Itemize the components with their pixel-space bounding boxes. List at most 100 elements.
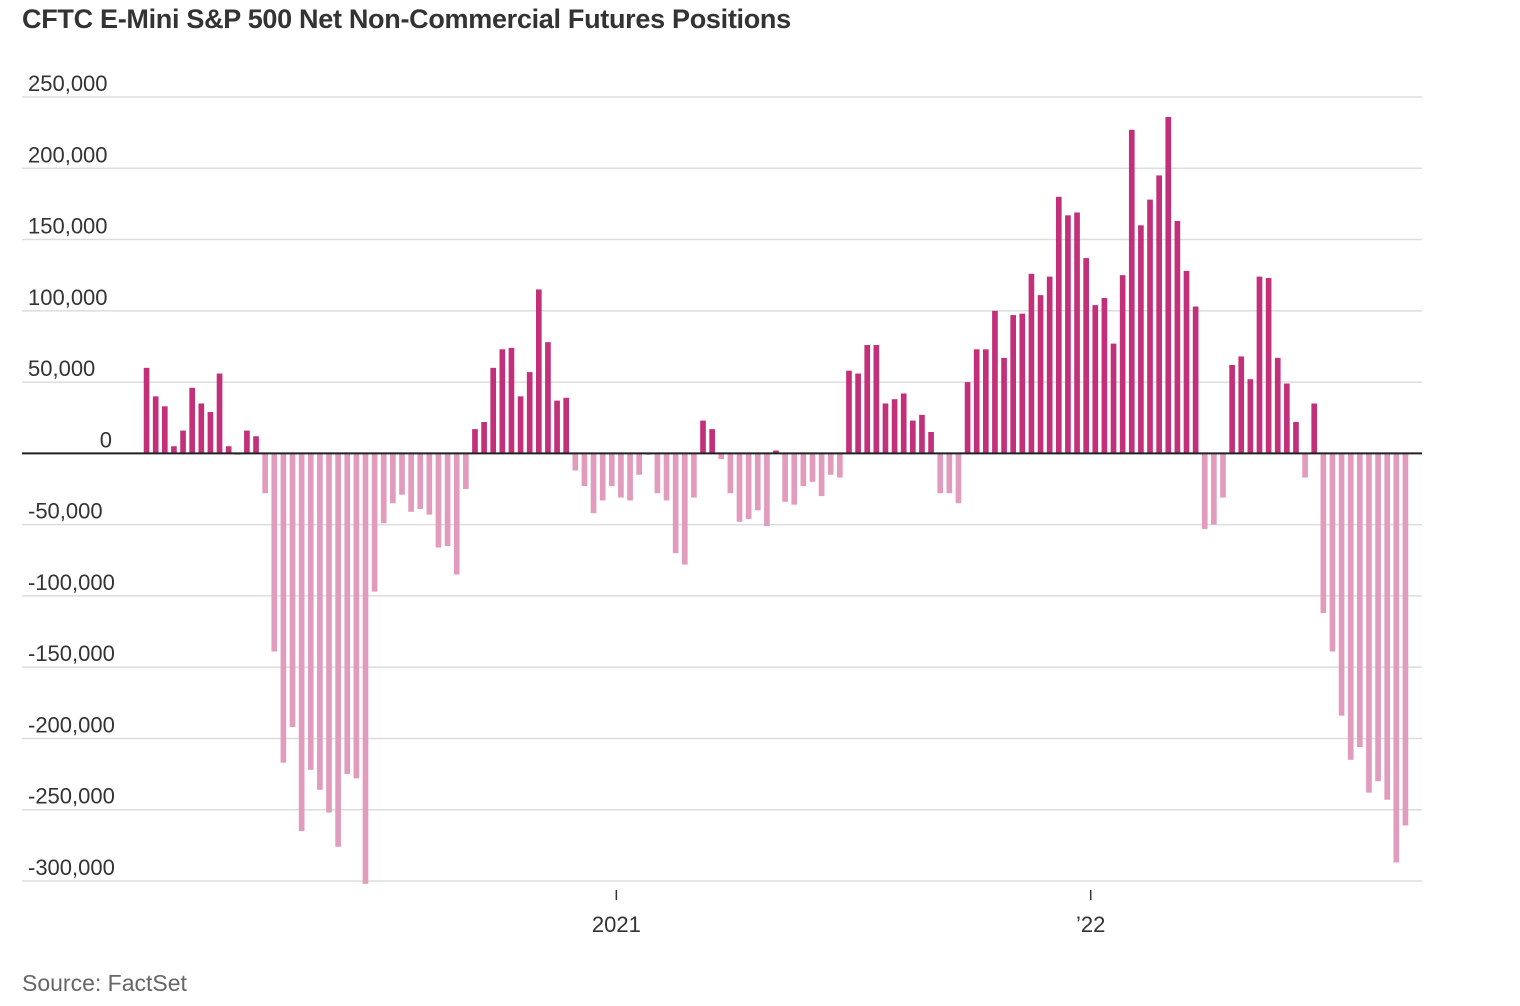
bar — [1293, 422, 1299, 454]
bar — [1028, 273, 1035, 454]
bar — [681, 453, 688, 565]
bar — [289, 453, 296, 728]
bar — [1165, 116, 1172, 454]
bar — [1001, 357, 1007, 454]
y-tick-label: 50,000 — [28, 356, 95, 381]
bar — [198, 403, 205, 454]
bar — [244, 430, 250, 454]
bar — [1110, 343, 1117, 454]
bar — [590, 453, 597, 514]
bar — [992, 310, 998, 454]
bar — [627, 453, 633, 501]
bar — [982, 349, 989, 454]
bar-chart: 250,000 200,000 150,000 100,000 50,000 0 -50,0… — [22, 71, 1422, 937]
bar — [910, 420, 916, 454]
bar — [700, 420, 706, 454]
bar — [526, 372, 533, 454]
bar — [545, 342, 551, 454]
bar — [855, 373, 861, 454]
bar — [499, 349, 506, 454]
bar — [1083, 258, 1089, 454]
bar — [307, 453, 314, 770]
bar — [581, 453, 588, 487]
bar — [353, 453, 360, 779]
x-axis: 2021 ’22 — [592, 890, 1105, 937]
bar — [900, 393, 907, 454]
bar — [1128, 129, 1135, 454]
bar — [271, 453, 278, 652]
bar — [1065, 215, 1071, 454]
bar — [1274, 357, 1281, 454]
bar — [435, 453, 442, 548]
bar — [1119, 275, 1126, 454]
bar — [1366, 453, 1372, 793]
bar — [764, 453, 770, 527]
bar — [225, 446, 232, 454]
bar — [563, 397, 570, 454]
bar — [736, 453, 743, 522]
bar — [1183, 270, 1190, 454]
chart-title: CFTC E-Mini S&P 500 Net Non-Commercial F… — [22, 4, 791, 34]
bar — [390, 453, 396, 504]
bar — [417, 453, 424, 509]
bar — [1055, 196, 1062, 454]
y-tick-label: 150,000 — [28, 214, 108, 239]
bar — [335, 453, 341, 847]
bar — [1174, 221, 1181, 454]
bar — [782, 453, 788, 502]
bar — [1138, 225, 1144, 454]
bar — [1384, 453, 1391, 800]
bar — [444, 453, 451, 547]
x-tick-label: ’22 — [1076, 912, 1105, 937]
bar — [280, 453, 287, 763]
bar — [535, 289, 542, 454]
bar — [891, 399, 898, 454]
bar — [1201, 453, 1208, 529]
bar — [317, 453, 323, 790]
bar — [873, 345, 880, 454]
x-tick-label: 2021 — [592, 912, 641, 937]
bar — [1229, 364, 1235, 454]
source-note: Source: FactSet — [22, 970, 187, 996]
bar — [326, 453, 332, 813]
bar — [1074, 212, 1080, 454]
bar — [1357, 453, 1363, 747]
y-tick-label: 100,000 — [28, 285, 108, 310]
bar — [1192, 306, 1199, 454]
bar — [827, 453, 834, 475]
bar — [152, 396, 159, 454]
bar — [481, 422, 487, 454]
y-tick-label: -50,000 — [28, 499, 103, 524]
gridlines — [22, 96, 1422, 882]
bar — [1101, 297, 1108, 454]
bar — [161, 406, 168, 454]
bar — [399, 453, 405, 495]
y-tick-label: 200,000 — [28, 142, 108, 167]
y-tick-label: 250,000 — [28, 71, 108, 96]
bar — [608, 453, 615, 487]
bar — [1238, 356, 1245, 454]
bar — [1037, 295, 1044, 454]
bar — [718, 453, 725, 460]
bar — [180, 430, 186, 454]
bar — [143, 367, 150, 454]
bar — [973, 349, 980, 454]
bar — [955, 453, 962, 504]
bar — [1375, 453, 1381, 782]
y-tick-label: -200,000 — [28, 712, 115, 737]
bar — [1320, 453, 1327, 614]
bar — [809, 453, 816, 482]
bar — [1211, 453, 1217, 525]
bar — [554, 400, 560, 454]
bar — [1256, 276, 1263, 454]
bar — [207, 412, 214, 454]
bar — [1402, 453, 1409, 826]
bar — [490, 367, 497, 454]
bar — [672, 453, 679, 554]
bar — [709, 429, 715, 454]
bar — [1092, 305, 1099, 454]
y-tick-label: -250,000 — [28, 784, 115, 809]
bar — [380, 453, 387, 524]
bar — [745, 453, 752, 519]
bar — [636, 453, 642, 475]
